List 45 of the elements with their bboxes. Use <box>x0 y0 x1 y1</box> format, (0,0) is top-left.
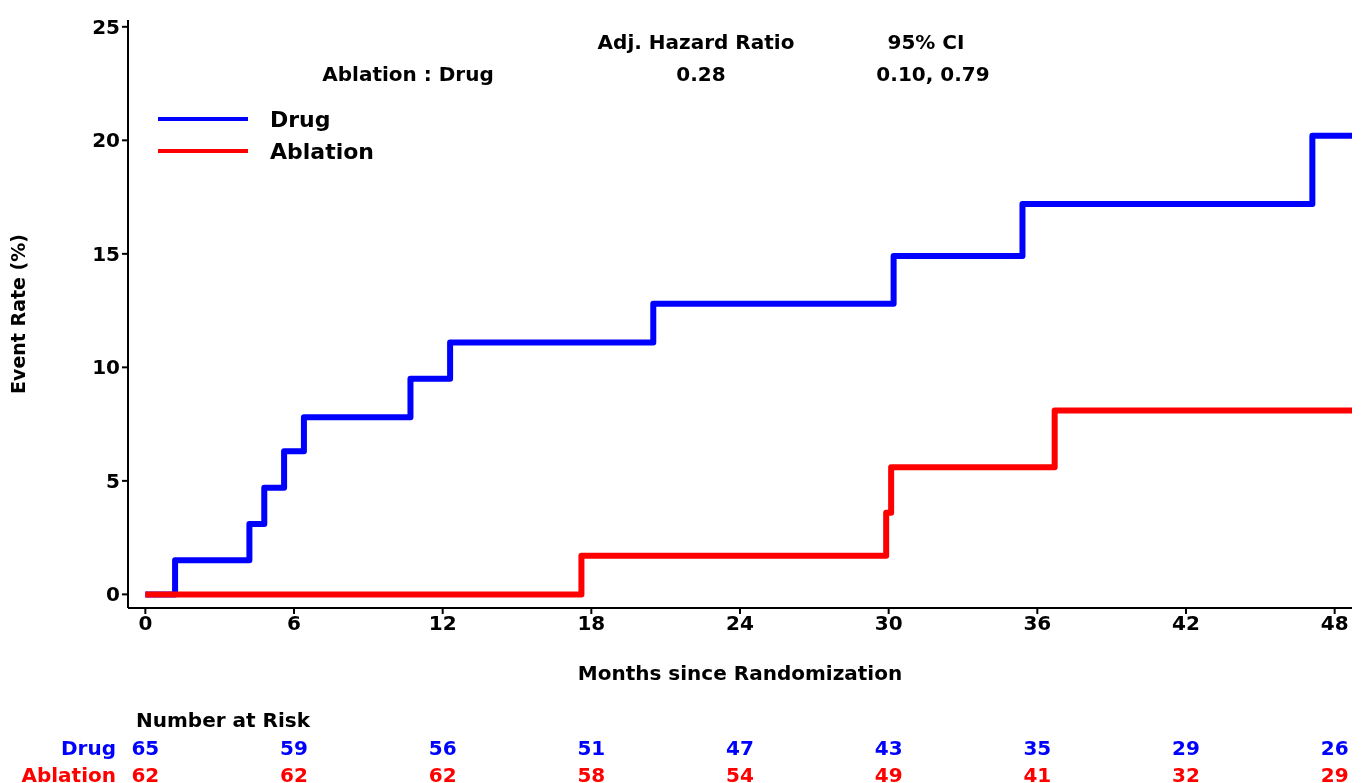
text: Drug <box>60 736 116 760</box>
y-tick-label: 10 <box>92 355 120 380</box>
text: 41 <box>1023 763 1052 783</box>
legend-label: Ablation <box>270 138 374 164</box>
legend-label: Drug <box>270 106 331 132</box>
annotation: 0.10, 0.79 <box>876 62 990 86</box>
x-tick-label: 12 <box>428 611 457 636</box>
x-tick-label: 30 <box>874 611 903 636</box>
annotation: Ablation : Drug <box>322 62 494 86</box>
text: Ablation <box>21 763 116 783</box>
y-tick-label: 15 <box>92 241 120 266</box>
annotation: 95% CI <box>887 30 965 54</box>
text: 62 <box>280 763 308 783</box>
x-tick-label: 36 <box>1023 611 1052 636</box>
text: 29 <box>1320 763 1349 783</box>
annotation: Adj. Hazard Ratio <box>597 30 795 54</box>
text: 49 <box>874 763 903 783</box>
y-tick-label: 5 <box>106 468 120 493</box>
text: 54 <box>726 763 754 783</box>
text: 47 <box>726 736 754 760</box>
x-tick-label: 24 <box>726 611 754 636</box>
text: 62 <box>428 763 457 783</box>
text: 26 <box>1320 736 1349 760</box>
text: Number at Risk <box>136 708 311 732</box>
text: 51 <box>577 736 606 760</box>
x-tick-label: 18 <box>577 611 606 636</box>
text: 56 <box>428 736 457 760</box>
text: 65 <box>131 736 160 760</box>
y-tick-label: 20 <box>92 128 120 153</box>
text: 29 <box>1172 736 1200 760</box>
text: 62 <box>131 763 160 783</box>
y-tick-label: 0 <box>106 582 120 607</box>
x-tick-label: 6 <box>287 611 301 636</box>
x-axis-title: Months since Randomization <box>577 661 903 685</box>
annotation: 0.28 <box>676 62 726 86</box>
x-tick-label: 42 <box>1172 611 1200 636</box>
y-tick-label: 25 <box>92 14 120 39</box>
text: 32 <box>1172 763 1200 783</box>
x-tick-label: 0 <box>138 611 153 636</box>
text: 58 <box>577 763 606 783</box>
text: 59 <box>280 736 308 760</box>
text: 35 <box>1023 736 1052 760</box>
y-axis-title: Event Rate (%) <box>6 234 29 394</box>
text: 43 <box>874 736 903 760</box>
x-tick-label: 48 <box>1320 611 1349 636</box>
